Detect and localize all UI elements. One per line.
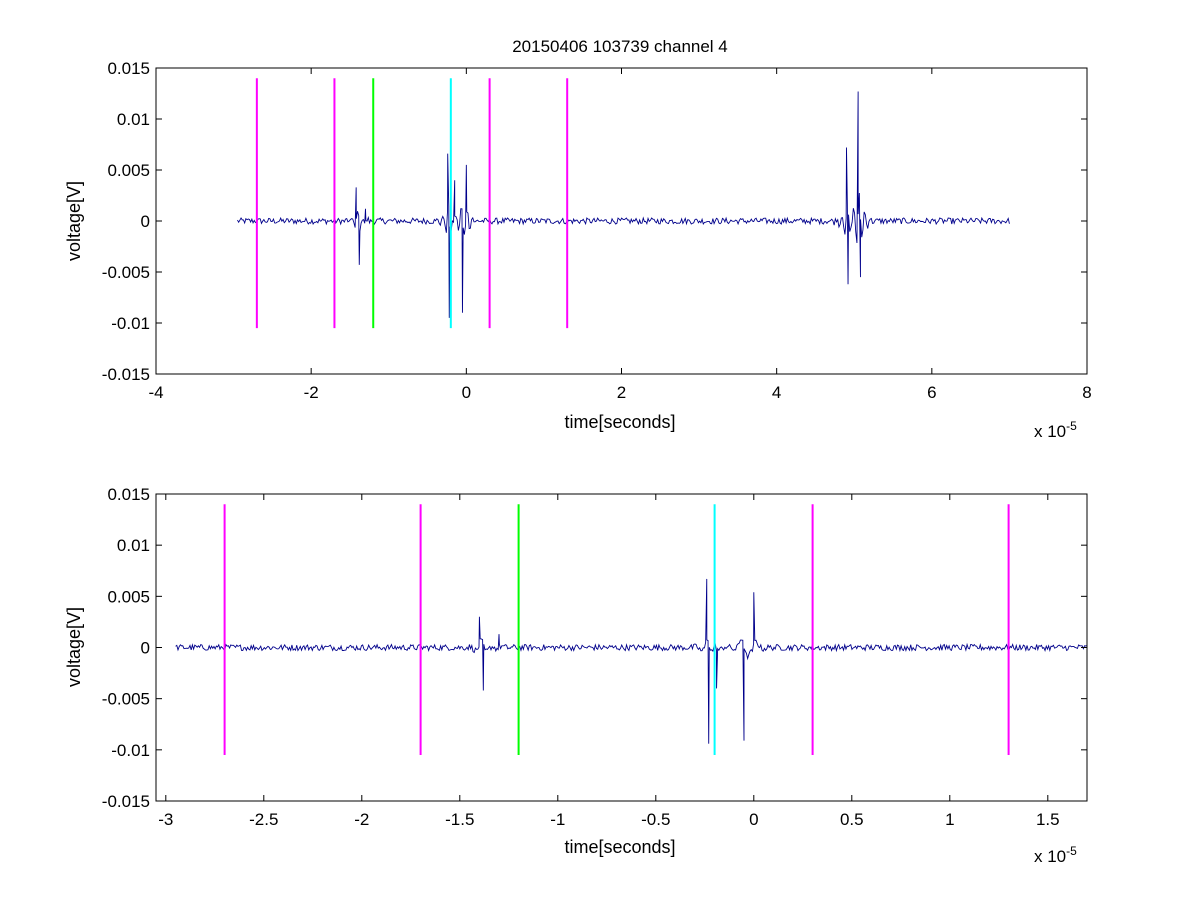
top-x-tick-label: 6 [927,383,936,402]
figure-title: 20150406 103739 channel 4 [512,37,728,56]
bottom-x-tick-label: 1 [945,810,954,829]
top-axis-ticks: -4 -2 0 2 4 6 8 -0.015 -0.01 -0.005 0 0.005 0.01 0.01… [102,59,1092,402]
bottom-y-tick-label: 0.005 [107,587,150,606]
bottom-y-tick-label: 0.01 [117,536,150,555]
bottom-x-exponent-base: x 10 [1034,847,1066,866]
top-x-exponent-power: -5 [1066,419,1077,433]
top-x-exponent-base: x 10 [1034,422,1066,441]
top-y-tick-label: -0.01 [111,314,150,333]
top-y-tick-label: -0.015 [102,365,150,384]
top-plot-marks [237,78,1010,329]
bottom-y-tick-label: 0.015 [107,485,150,504]
bottom-x-tick-label: -1.5 [445,810,474,829]
top-x-tick-label: -4 [148,383,163,402]
bottom-x-exponent-power: -5 [1066,844,1077,858]
bottom-y-tick-label: -0.01 [111,741,150,760]
top-signal-line [237,91,1010,318]
bottom-x-tick-label: 0.5 [840,810,864,829]
bottom-x-tick-label: -2 [354,810,369,829]
top-y-tick-label: 0 [141,212,150,231]
bottom-x-tick-label: -0.5 [641,810,670,829]
top-y-tick-label: -0.005 [102,263,150,282]
top-y-tick-label: 0.005 [107,161,150,180]
bottom-x-exponent: x 10-5 [1034,844,1077,866]
axes-top: -4 -2 0 2 4 6 8 -0.015 -0.01 -0.005 0 0.005 0.01 0.01… [64,59,1092,441]
bottom-x-axis-label: time[seconds] [564,837,675,857]
bottom-x-tick-label: 0 [749,810,758,829]
top-x-tick-label: 4 [772,383,781,402]
bottom-x-tick-label: -2.5 [249,810,278,829]
bottom-y-axis-label: voltage[V] [64,607,84,687]
bottom-y-tick-label: -0.015 [102,792,150,811]
top-y-tick-label: 0.01 [117,110,150,129]
top-x-tick-label: 0 [462,383,471,402]
bottom-y-tick-label: -0.005 [102,690,150,709]
top-x-exponent: x 10-5 [1034,419,1077,441]
bottom-plot-marks [175,504,1088,755]
bottom-signal-line [175,578,1088,744]
bottom-y-tick-label: 0 [141,639,150,658]
top-x-axis-label: time[seconds] [564,412,675,432]
top-x-tick-label: 8 [1082,383,1091,402]
bottom-x-tick-label: 1.5 [1036,810,1060,829]
top-x-tick-label: -2 [304,383,319,402]
bottom-x-tick-label: -3 [158,810,173,829]
axes-bottom: -3 -2.5 -2 -1.5 -1 -0.5 0 0.5 1 1.5 -0.015 -0.01 -0.… [64,485,1088,866]
bottom-x-tick-label: -1 [550,810,565,829]
top-x-tick-label: 2 [617,383,626,402]
bottom-axis-ticks: -3 -2.5 -2 -1.5 -1 -0.5 0 0.5 1 1.5 -0.015 -0.01 -0.… [102,485,1087,829]
top-y-axis-label: voltage[V] [64,181,84,261]
top-y-tick-label: 0.015 [107,59,150,78]
